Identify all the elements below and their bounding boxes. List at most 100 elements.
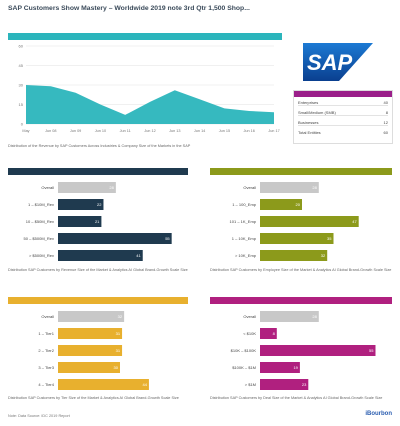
bar: [58, 362, 120, 373]
bar: [260, 345, 376, 356]
bar-value-label: 22: [97, 202, 102, 207]
summary-row: Small/Medium (SMB) 8: [298, 109, 388, 116]
bar-category-label: 4 – Tier4: [38, 382, 54, 387]
summary-legend: Enterprises 40 Small/Medium (SMB) 8 Busine…: [293, 90, 393, 144]
bar-value-label: 32: [118, 314, 123, 319]
summary-label: Enterprises: [298, 100, 319, 105]
area-xtick-label: May: [22, 129, 29, 133]
bar-category-label: 101 – 1K_Emp: [230, 219, 257, 224]
bar-category-label: > $500M_Rev: [29, 253, 54, 258]
summary-value: 12: [383, 120, 388, 125]
bar-category-label: < $10K: [243, 331, 256, 336]
bar-category-label: 10 – $50M_Rev: [26, 219, 54, 224]
bar-value-label: 30: [114, 365, 119, 370]
bar-category-label: > $1M: [245, 382, 256, 387]
bar-value-label: 44: [142, 382, 147, 387]
area-xtick-label: Jun 08: [45, 129, 56, 133]
employee-caption: Distribution SAP Customers by Employee S…: [210, 268, 392, 272]
area-ytick-label: 45: [19, 63, 24, 68]
summary-label: Small/Medium (SMB): [298, 110, 336, 115]
brand-footer: iBourbon: [365, 411, 392, 417]
bar: [58, 233, 172, 244]
tier-panel-header: [8, 297, 188, 304]
sap-logo: SAP: [303, 43, 373, 81]
bar: [58, 328, 123, 339]
summary-row: Enterprises 40: [298, 99, 388, 106]
summary-value: 60: [383, 130, 388, 135]
revenue-caption: Distribution SAP Customers by Revenue Si…: [8, 268, 188, 272]
area-chart-caption: Distribution of the Revenue by SAP Custo…: [8, 144, 191, 148]
bar-value-label: 20: [296, 202, 301, 207]
bar: [58, 250, 143, 261]
area-xtick-label: Jun 11: [120, 129, 131, 133]
bar: [260, 311, 319, 322]
area-xtick-label: Jun 15: [219, 129, 230, 133]
bar: [260, 216, 359, 227]
area-xtick-label: Jun 12: [144, 129, 155, 133]
summary-value: 8: [385, 110, 388, 115]
bar-value-label: 47: [352, 219, 357, 224]
bar-value-label: 28: [109, 185, 114, 190]
bar: [260, 362, 300, 373]
bar-category-label: $100K – $1M: [232, 365, 256, 370]
deal-bar-chart: Overall 28 < $10K 8 $10K – $100K 55 $100K – $1…: [231, 311, 376, 390]
area-xtick-label: Jun 17: [268, 129, 279, 133]
bar: [260, 182, 319, 193]
bar-value-label: 28: [312, 185, 317, 190]
bar-category-label: Overall: [243, 314, 256, 319]
bar-category-label: 1 – Tier1: [38, 331, 54, 336]
bar-value-label: 8: [273, 331, 276, 336]
bar-value-label: 31: [116, 348, 121, 353]
bar: [58, 216, 102, 227]
deal-panel-header: [210, 297, 392, 304]
bar: [58, 345, 123, 356]
bar-value-label: 32: [321, 253, 326, 258]
summary-value: 40: [383, 100, 388, 105]
bar-category-label: 3 – Tier3: [38, 365, 54, 370]
bar-value-label: 41: [136, 253, 141, 258]
area-ytick-label: 60: [19, 44, 24, 49]
bar: [260, 379, 309, 390]
area-series-fill: [26, 85, 274, 124]
bar-category-label: 2 – Tier2: [38, 348, 54, 353]
summary-row: Businesses 12: [298, 119, 388, 126]
area-xtick-label: Jun 16: [243, 129, 254, 133]
area-chart: 60 45 30 15 0 May Jun 08 Jun 09 Jun 10 Jun 11 Jun…: [19, 44, 280, 134]
area-xtick-label: Jun 14: [194, 129, 205, 133]
bar-category-label: Overall: [41, 314, 54, 319]
summary-label: Businesses: [298, 120, 319, 125]
area-xtick-label: Jun 13: [169, 129, 180, 133]
bar-category-label: Overall: [243, 185, 256, 190]
summary-row: Total Entities 60: [298, 129, 388, 136]
footer-note: Note: Data Source: IDC 2019 Report: [8, 414, 70, 418]
bar: [58, 182, 116, 193]
deal-caption: Distribution SAP Customers by Deal Size …: [210, 396, 383, 400]
bar-value-label: 55: [165, 236, 170, 241]
tier-caption: Distribution SAP Customers by Tier Size …: [8, 396, 179, 400]
bar-category-label: $10K – $100K: [231, 348, 257, 353]
bar: [260, 328, 277, 339]
area-xtick-label: Jun 10: [95, 129, 106, 133]
bar: [58, 379, 149, 390]
svg-text:SAP: SAP: [307, 50, 353, 75]
area-ytick-label: 0: [21, 122, 24, 127]
bar: [260, 233, 334, 244]
bar-value-label: 31: [116, 331, 121, 336]
bar-value-label: 21: [95, 219, 100, 224]
bar-category-label: 1 – $10M_Rev: [28, 202, 54, 207]
bar: [58, 199, 104, 210]
bar-value-label: 35: [327, 236, 332, 241]
area-ytick-label: 30: [19, 83, 24, 88]
tier-bar-chart: Overall 32 1 – Tier1 31 2 – Tier2 31 3 – Tier3…: [38, 311, 149, 390]
bar-category-label: 1 – 10K_Emp: [232, 236, 257, 241]
revenue-panel-header: [8, 168, 188, 175]
area-chart-header: [8, 33, 282, 40]
bar-value-label: 19: [293, 365, 298, 370]
bar-value-label: 23: [302, 382, 307, 387]
bar-value-label: 55: [369, 348, 374, 353]
bar: [260, 199, 302, 210]
bar-category-label: 50 – $500M_Rev: [24, 236, 54, 241]
page-title: SAP Customers Show Mastery – Worldwide 2…: [8, 5, 250, 12]
summary-label: Total Entities: [298, 130, 321, 135]
bar: [260, 250, 328, 261]
